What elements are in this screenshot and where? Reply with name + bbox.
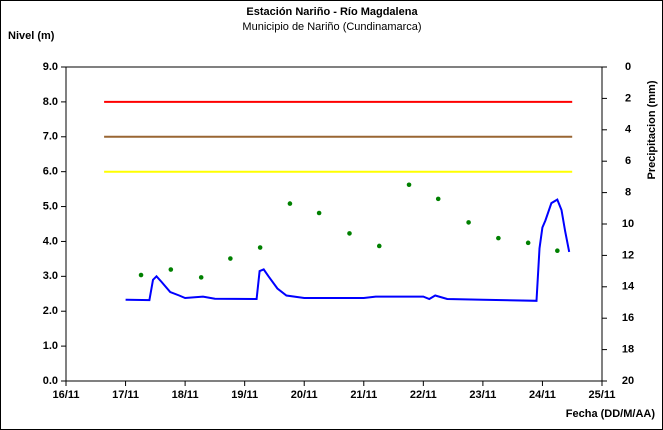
y2-axis-label: Precipitacion (mm) [646,80,658,179]
precip-dot [347,231,352,236]
y2-tick-label: 4 [625,124,632,136]
x-tick-label: 25/11 [589,389,616,401]
precip-dot [496,235,501,241]
y-tick-label: 9.0 [43,61,58,73]
x-tick-label: 19/11 [231,389,258,401]
precip-dot [228,256,233,261]
precip-dot [138,272,144,278]
x-tick-label: 20/11 [291,389,318,401]
y-axis-label: Nivel (m) [8,30,55,42]
y2-tick-label: 18 [622,344,634,356]
precip-dot [257,245,263,250]
chart-subtitle: Municipio de Nariño (Cundinamarca) [242,21,421,33]
y2-tick-label: 16 [622,312,634,324]
y2-tick-label: 6 [625,155,631,167]
precip-dot [198,275,204,280]
precip-dot [466,220,471,225]
x-tick-label: 17/11 [112,389,139,401]
x-tick-label: 22/11 [410,389,437,401]
x-tick-label: 16/11 [53,389,80,401]
chart-title: Estación Nariño - Río Magdalena [246,6,418,18]
precip-dot [435,196,441,202]
y2-tick-label: 8 [625,187,631,199]
y2-tick-label: 12 [622,249,634,261]
precip-dot [555,248,560,253]
x-tick-label: 24/11 [529,389,556,401]
precip-dot [168,267,174,272]
y-tick-label: 7.0 [43,131,58,143]
y2-tick-label: 10 [622,218,634,230]
precip-dot [287,201,293,206]
y-tick-label: 1.0 [43,340,58,352]
precip-dot [376,243,382,249]
y-tick-label: 2.0 [43,305,58,317]
x-tick-label: 18/11 [172,389,199,401]
y2-tick-label: 0 [625,61,631,73]
y2-tick-label: 20 [622,375,634,387]
series-line [125,198,571,302]
y-tick-label: 0.0 [43,375,58,387]
precip-dot [316,210,322,216]
x-axis-label: Fecha (DD/M/AA) [566,408,656,420]
precip-dot [525,240,531,246]
precip-dot [406,182,412,188]
y-tick-label: 8.0 [43,96,58,108]
y-tick-label: 6.0 [43,166,58,178]
y-tick-label: 5.0 [43,200,58,212]
x-tick-label: 23/11 [469,389,496,401]
y-tick-label: 4.0 [43,235,58,247]
y-tick-label: 3.0 [43,270,58,282]
y2-tick-label: 14 [622,281,635,293]
y2-tick-label: 2 [625,92,631,104]
x-tick-label: 21/11 [350,389,377,401]
